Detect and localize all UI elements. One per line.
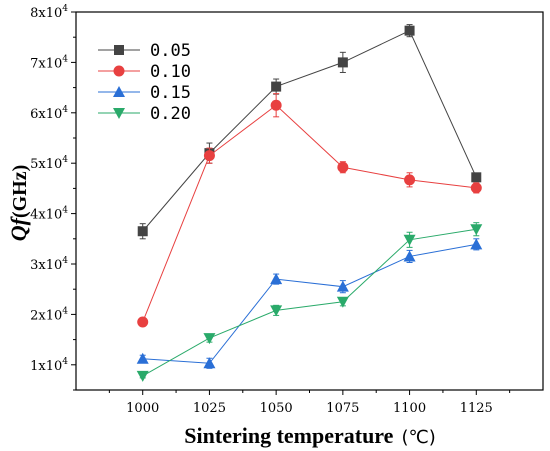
data-point xyxy=(137,316,149,328)
y-axis-ticks: 1x104 2x104 3x104 4x104 5x104 6x104 7x104 8x104 xyxy=(30,4,76,391)
legend-label: 0.05 xyxy=(150,41,191,61)
data-point xyxy=(471,172,482,183)
legend-marker xyxy=(114,45,124,55)
y-tick-label: 5x104 xyxy=(30,155,68,172)
legend-item: 0.20 xyxy=(98,104,191,124)
legend-marker xyxy=(113,65,125,77)
x-axis-title-unit: (℃) xyxy=(401,427,435,448)
series-0 xyxy=(137,24,482,240)
y-axis-title: Qf(GHz) xyxy=(6,165,31,242)
data-point xyxy=(403,250,416,262)
y-axis-title-unit: (GHz) xyxy=(9,165,31,218)
data-point xyxy=(337,161,349,173)
x-axis-ticks: 1000 1025 1050 1075 1100 1125 xyxy=(108,390,511,416)
series-line xyxy=(142,104,477,323)
legend-marker xyxy=(113,86,125,97)
series-3 xyxy=(136,222,483,382)
data-point xyxy=(271,81,282,92)
series-line xyxy=(142,243,477,364)
legend: 0.050.100.150.20 xyxy=(98,41,191,124)
data-point xyxy=(404,174,416,186)
series-2 xyxy=(136,238,483,369)
data-point xyxy=(470,238,483,250)
y-tick-label: 1x104 xyxy=(30,357,68,374)
x-tick-label: 1100 xyxy=(393,401,426,416)
y-tick-label: 2x104 xyxy=(30,306,68,323)
data-point xyxy=(403,234,416,246)
legend-label: 0.20 xyxy=(150,104,191,124)
y-tick-label: 4x104 xyxy=(30,206,68,223)
x-tick-label: 1050 xyxy=(260,401,293,416)
y-axis-title-main: Qf xyxy=(6,215,31,241)
series-line xyxy=(142,228,477,377)
data-point xyxy=(137,226,148,237)
data-point xyxy=(270,99,282,111)
y-tick-label: 7x104 xyxy=(30,54,68,71)
series-layer xyxy=(136,24,483,382)
data-point xyxy=(337,57,348,68)
plot-frame xyxy=(75,11,544,391)
x-tick-label: 1025 xyxy=(193,401,226,416)
x-tick-label: 1125 xyxy=(460,401,493,416)
series-1 xyxy=(137,93,482,328)
data-point xyxy=(404,25,415,36)
legend-label: 0.15 xyxy=(150,83,191,103)
y-tick-label: 6x104 xyxy=(30,105,68,122)
data-point xyxy=(470,224,483,236)
data-point xyxy=(336,296,349,308)
legend-item: 0.15 xyxy=(98,83,191,103)
y-tick-label: 3x104 xyxy=(30,256,68,273)
data-point xyxy=(270,273,283,285)
data-point xyxy=(136,352,149,364)
legend-label: 0.10 xyxy=(150,62,191,82)
x-axis-title: Sintering temperature (℃) xyxy=(184,423,435,448)
x-axis-title-main: Sintering temperature xyxy=(184,423,393,448)
data-point xyxy=(203,333,216,345)
x-tick-label: 1000 xyxy=(126,401,159,416)
data-point xyxy=(336,280,349,292)
y-tick-label: 8x104 xyxy=(30,4,68,21)
series-line xyxy=(142,29,477,232)
legend-item: 0.05 xyxy=(98,41,191,61)
legend-marker xyxy=(113,108,125,119)
data-point xyxy=(203,357,216,369)
data-point xyxy=(470,182,482,194)
x-tick-label: 1075 xyxy=(326,401,359,416)
data-point xyxy=(136,370,149,382)
legend-item: 0.10 xyxy=(98,62,191,82)
data-point xyxy=(203,150,215,162)
data-point xyxy=(270,305,283,317)
